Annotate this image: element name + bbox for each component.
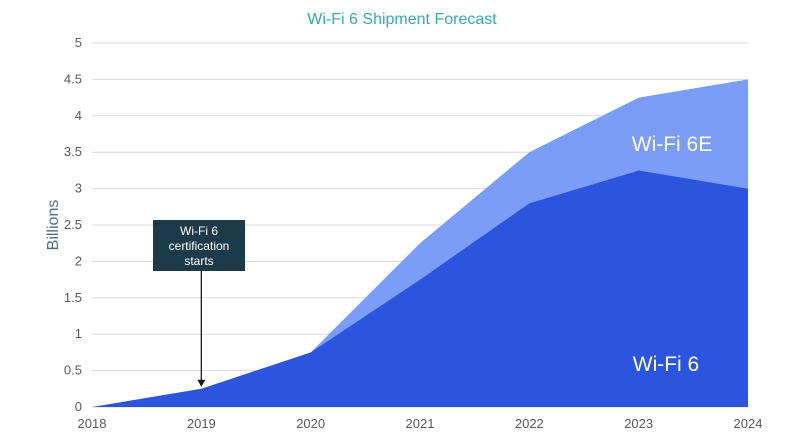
y-tick-label: 0.5 xyxy=(64,363,82,378)
chart-title: Wi-Fi 6 Shipment Forecast xyxy=(307,11,497,28)
annotation-text: Wi-Fi 6 xyxy=(180,224,218,238)
y-tick-label: 1 xyxy=(75,326,82,341)
y-axis-label: Billions xyxy=(45,200,62,251)
series-labels: Wi-Fi 6 Wi-Fi 6E xyxy=(632,133,713,376)
series-label-wifi6: Wi-Fi 6 xyxy=(633,353,700,376)
area-layer xyxy=(92,79,748,408)
y-tick-label: 2.5 xyxy=(64,217,82,232)
area-wi-fi-6e xyxy=(92,79,748,408)
x-tick-label: 2021 xyxy=(406,416,435,431)
x-tick-label: 2019 xyxy=(187,416,216,431)
y-tick-label: 5 xyxy=(75,35,82,50)
annotation-text: starts xyxy=(184,254,213,268)
x-tick-label: 2020 xyxy=(296,416,325,431)
y-tick-label: 4.5 xyxy=(64,71,82,86)
y-tick-label: 0 xyxy=(75,399,82,414)
x-tick-label: 2024 xyxy=(734,416,763,431)
annotation-box xyxy=(153,220,245,271)
y-tick-label: 3 xyxy=(75,181,82,196)
x-tick-label: 2023 xyxy=(624,416,653,431)
y-axis: 0 0.5 1 1.5 2 2.5 3 3.5 4 4.5 5 xyxy=(64,35,82,414)
annotation-text: certification xyxy=(169,239,230,253)
y-tick-label: 1.5 xyxy=(64,290,82,305)
x-tick-label: 2022 xyxy=(515,416,544,431)
annotation-arrow-head xyxy=(197,379,206,387)
series-label-wifi6e: Wi-Fi 6E xyxy=(632,133,713,156)
y-tick-label: 3.5 xyxy=(64,144,82,159)
x-axis: 2018 2019 2020 2021 2022 2023 2024 xyxy=(78,416,763,431)
area-wi-fi-6 xyxy=(92,170,748,407)
x-tick-label: 2018 xyxy=(78,416,107,431)
y-tick-label: 2 xyxy=(75,253,82,268)
y-tick-label: 4 xyxy=(75,108,82,123)
